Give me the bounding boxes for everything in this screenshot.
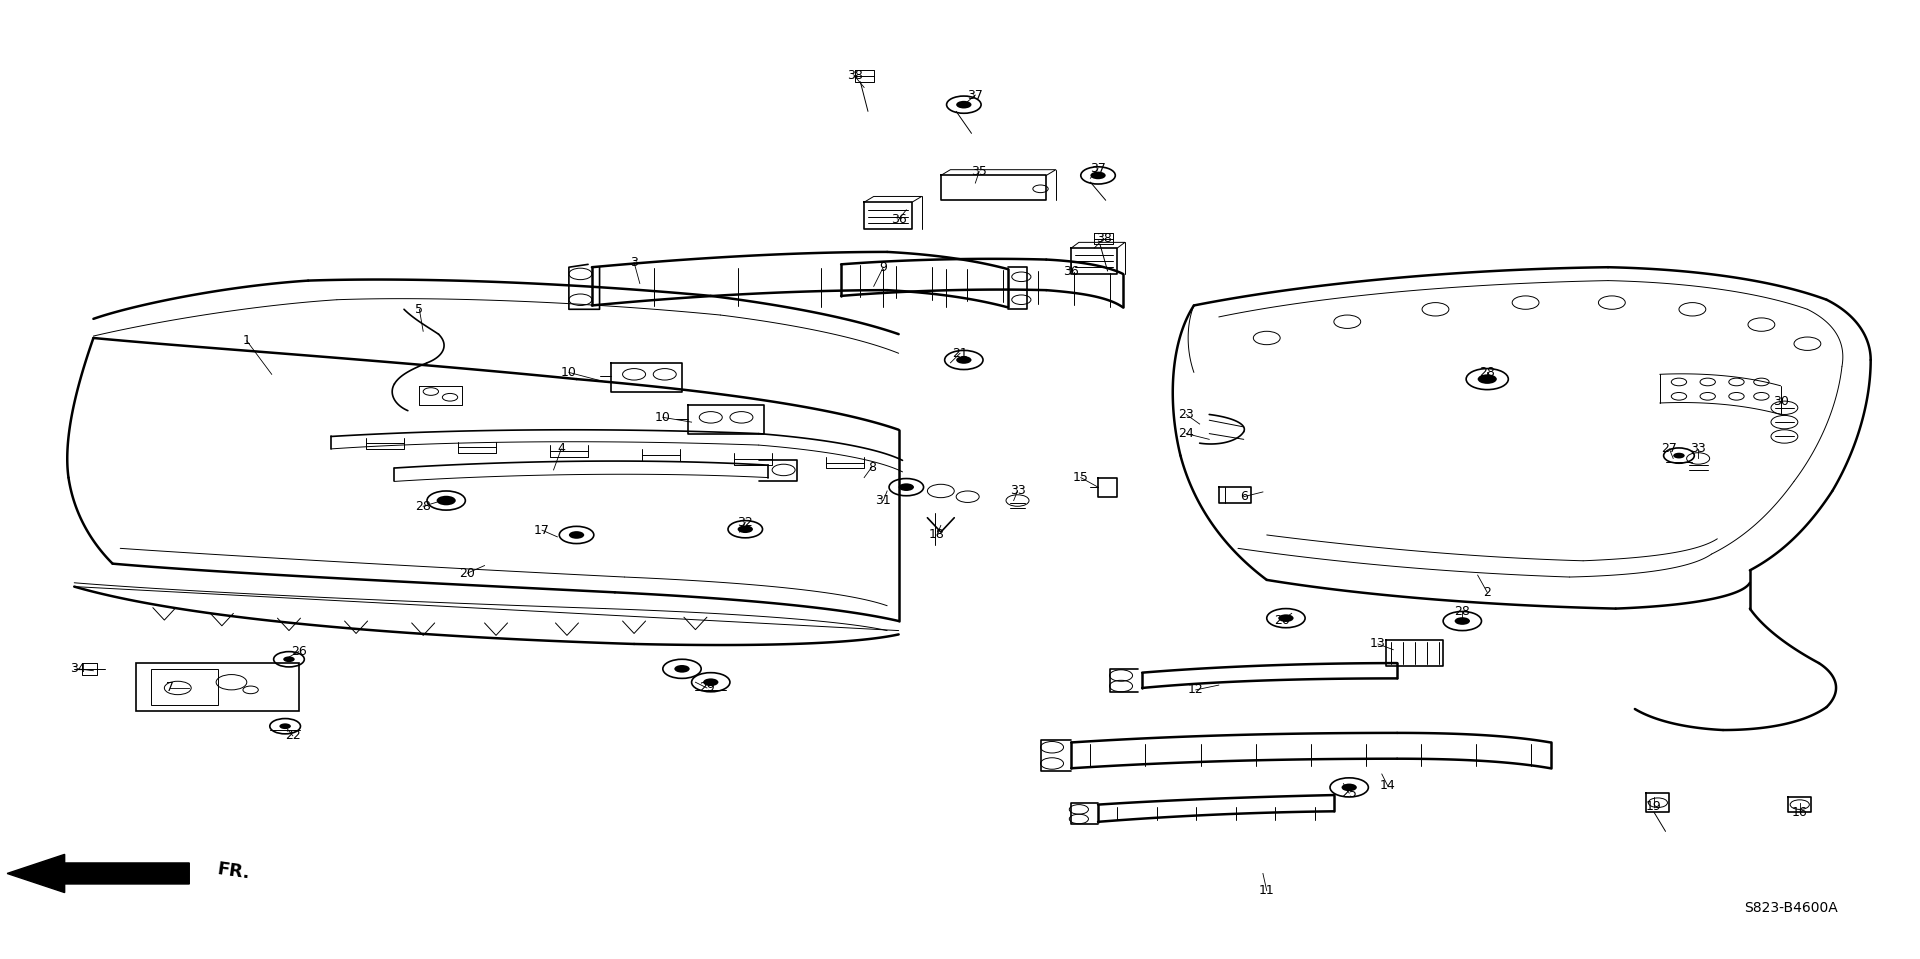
Circle shape xyxy=(1455,618,1471,625)
Text: 5: 5 xyxy=(415,303,422,316)
Text: 10: 10 xyxy=(561,366,576,379)
Text: 24: 24 xyxy=(1179,427,1194,440)
Circle shape xyxy=(284,656,296,662)
Text: 2: 2 xyxy=(1484,586,1492,598)
Text: 14: 14 xyxy=(1380,779,1396,792)
Text: 33: 33 xyxy=(1010,484,1025,498)
Text: 26: 26 xyxy=(290,645,307,658)
Text: 8: 8 xyxy=(868,460,876,474)
Circle shape xyxy=(568,531,584,539)
Bar xyxy=(152,668,219,705)
Text: 12: 12 xyxy=(1188,684,1204,696)
Text: 32: 32 xyxy=(737,516,753,529)
Text: 33: 33 xyxy=(1690,442,1707,456)
Circle shape xyxy=(956,356,972,363)
Text: 31: 31 xyxy=(876,494,891,507)
Text: 27: 27 xyxy=(1661,442,1678,456)
Text: 16: 16 xyxy=(1791,806,1807,819)
Text: 25: 25 xyxy=(1342,786,1357,800)
Circle shape xyxy=(436,496,455,505)
Text: 36: 36 xyxy=(891,213,906,226)
Circle shape xyxy=(956,101,972,108)
Text: 23: 23 xyxy=(1179,408,1194,421)
Circle shape xyxy=(1091,172,1106,179)
Bar xyxy=(136,663,298,711)
Text: 9: 9 xyxy=(879,261,887,273)
Text: 13: 13 xyxy=(1371,638,1386,650)
Text: 18: 18 xyxy=(929,528,945,542)
Text: 6: 6 xyxy=(1240,490,1248,503)
Text: 36: 36 xyxy=(1064,265,1079,277)
Text: 19: 19 xyxy=(1645,800,1663,813)
Text: 38: 38 xyxy=(1096,232,1112,246)
Text: 30: 30 xyxy=(1772,394,1789,408)
Text: 35: 35 xyxy=(972,165,987,178)
Circle shape xyxy=(899,483,914,491)
Text: 10: 10 xyxy=(655,410,670,424)
Text: 20: 20 xyxy=(1275,614,1290,626)
Text: 28: 28 xyxy=(1453,605,1471,618)
Text: 17: 17 xyxy=(534,524,549,537)
Text: S823-B4600A: S823-B4600A xyxy=(1745,901,1837,915)
Text: 29: 29 xyxy=(699,682,714,694)
Circle shape xyxy=(1342,784,1357,791)
Circle shape xyxy=(703,678,718,686)
Circle shape xyxy=(674,665,689,672)
Text: 11: 11 xyxy=(1260,884,1275,898)
Circle shape xyxy=(737,526,753,533)
Text: 22: 22 xyxy=(284,729,301,742)
Text: 34: 34 xyxy=(71,663,86,675)
Text: 20: 20 xyxy=(459,567,476,579)
Text: 28: 28 xyxy=(1478,366,1496,379)
Text: 4: 4 xyxy=(557,442,564,456)
Text: 21: 21 xyxy=(952,347,968,360)
Text: 28: 28 xyxy=(415,500,432,513)
Text: 37: 37 xyxy=(968,88,983,102)
Text: 7: 7 xyxy=(167,682,175,694)
Text: 1: 1 xyxy=(242,335,252,347)
Text: 15: 15 xyxy=(1073,471,1089,484)
Circle shape xyxy=(1672,453,1684,458)
Text: 3: 3 xyxy=(630,256,637,269)
Text: FR.: FR. xyxy=(217,860,252,883)
FancyArrow shape xyxy=(8,854,190,893)
Text: 37: 37 xyxy=(1091,162,1106,175)
Circle shape xyxy=(1478,374,1498,384)
Circle shape xyxy=(280,723,292,729)
Text: 38: 38 xyxy=(847,69,862,82)
Circle shape xyxy=(1279,615,1294,622)
